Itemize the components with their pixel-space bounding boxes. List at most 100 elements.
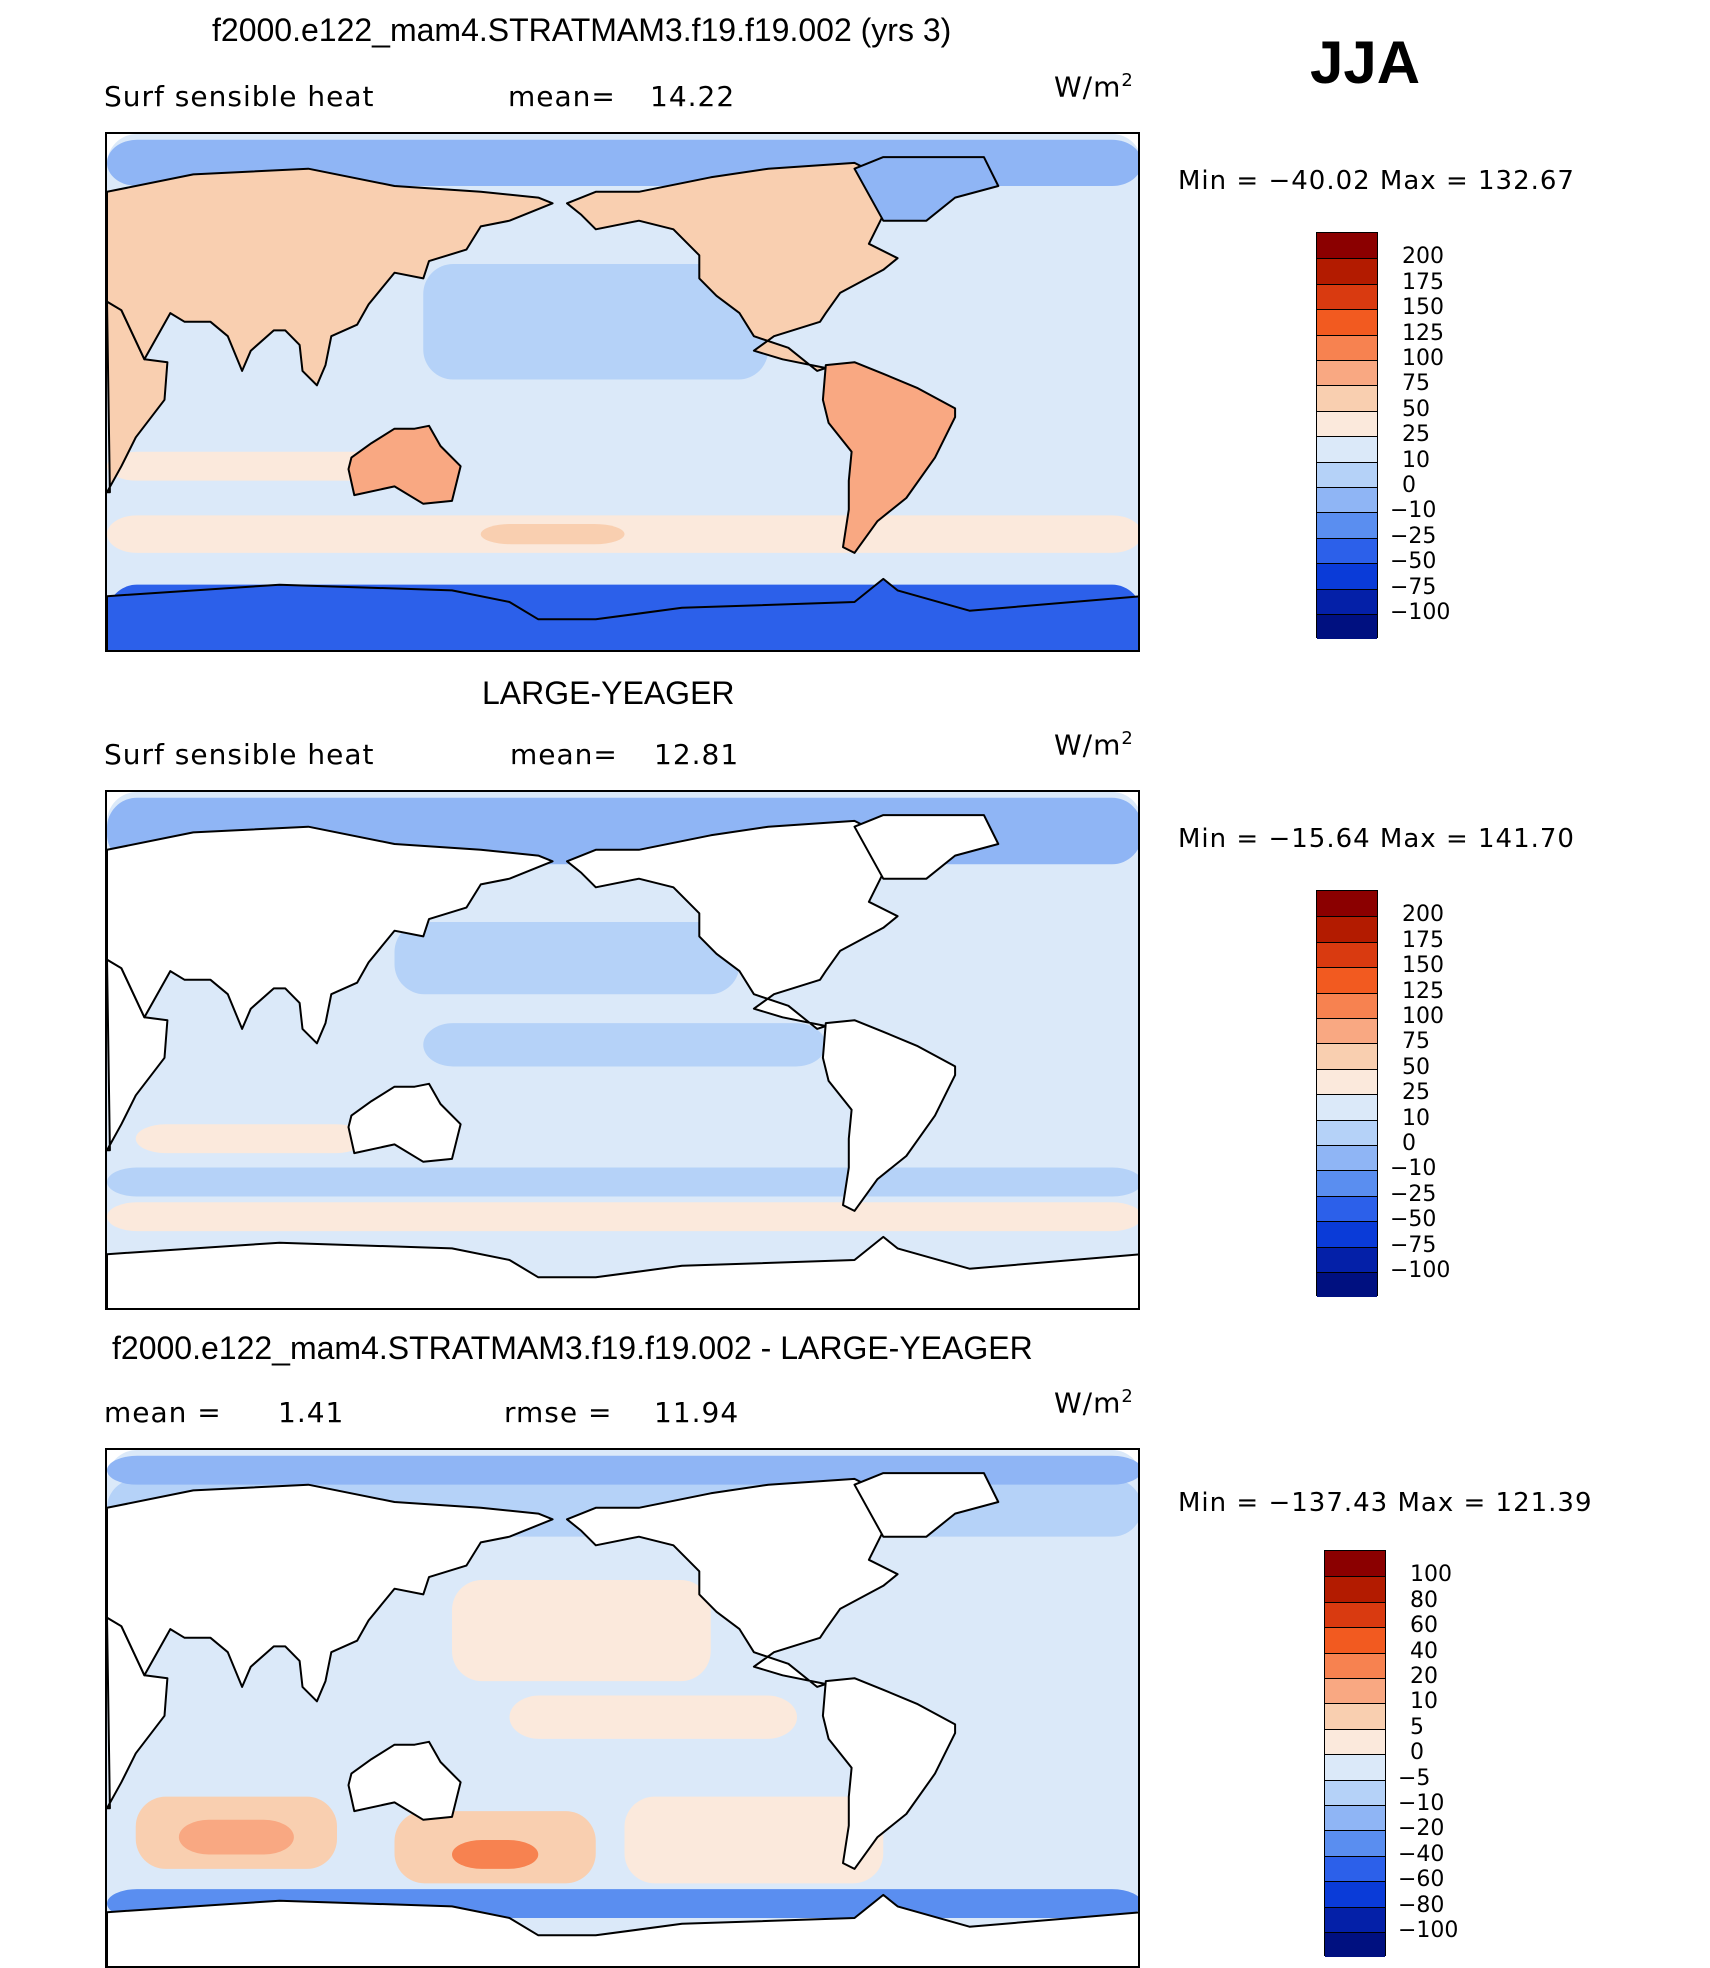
contour-band — [107, 1202, 1138, 1232]
coastline-southAmerica — [821, 361, 957, 554]
coastline-australia — [347, 424, 462, 505]
colorbar-tick-label: 200 — [1402, 244, 1444, 270]
panel-3-minmax: Min = −137.43 Max = 121.39 — [1178, 1488, 1593, 1518]
contour-band — [178, 1819, 294, 1855]
colorbar-tick-label: −50 — [1390, 549, 1437, 575]
panel-2-map — [105, 790, 1140, 1310]
colorbar-segment — [1325, 1805, 1385, 1831]
panel-2-mean-label: mean= — [510, 738, 618, 771]
colorbar-segment — [1317, 258, 1377, 284]
colorbar-tick-label: −100 — [1390, 1258, 1451, 1283]
colorbar-tick-label: 0 — [1402, 1131, 1416, 1156]
panel-1-variable-label: Surf sensible heat — [104, 80, 375, 113]
panel-1-colorbar: 200 175 150 125 100 75 50 25 10 0 −10 −25 −50 −75 −100 — [1316, 232, 1616, 642]
colorbar-segment — [1317, 1195, 1377, 1222]
colorbar-segment — [1317, 360, 1377, 386]
colorbar-tick-label: 10 — [1402, 447, 1430, 473]
coastline-greenland — [853, 1472, 1000, 1538]
colorbar-tick-label: −40 — [1398, 1841, 1445, 1867]
colorbar-segment — [1317, 588, 1377, 614]
colorbar-segment — [1325, 1576, 1385, 1602]
colorbar-segment — [1325, 1627, 1385, 1653]
contour-band — [480, 524, 625, 545]
colorbar-tick-label: 100 — [1410, 1562, 1452, 1588]
coastline-northAmerica — [566, 161, 899, 372]
contour-band — [452, 1840, 539, 1869]
colorbar-tick-label: 100 — [1402, 1004, 1444, 1029]
colorbar-segment — [1317, 512, 1377, 538]
colorbar-segment — [1325, 1728, 1385, 1755]
panel-2-units: W/m2 — [1054, 728, 1134, 762]
colorbar-segment — [1317, 1043, 1377, 1069]
colorbar-segment — [1317, 385, 1377, 411]
coastline-antarctica — [107, 1235, 1138, 1308]
colorbar-segment — [1325, 1652, 1385, 1678]
colorbar-tick-label: 75 — [1402, 1029, 1430, 1055]
colorbar-tick-label: −5 — [1398, 1765, 1431, 1791]
colorbar-tick-label: −25 — [1390, 523, 1437, 549]
coastline-asiaEurope — [107, 1483, 554, 1703]
colorbar-tick-label: 0 — [1410, 1740, 1424, 1766]
panel-2-minmax: Min = −15.64 Max = 141.70 — [1178, 824, 1575, 854]
panel-1-mean-label: mean= — [508, 80, 616, 113]
colorbar-tick-label: 150 — [1402, 953, 1444, 979]
colorbar-tick-label: −50 — [1390, 1207, 1437, 1233]
colorbar-segment — [1325, 1703, 1385, 1729]
colorbar-segment — [1317, 487, 1377, 513]
colorbar-segment — [1317, 537, 1377, 564]
colorbar-segment — [1325, 1906, 1385, 1932]
coastline-antarctica — [107, 577, 1138, 650]
colorbar-segment — [1317, 614, 1377, 640]
colorbar-tick-label: −80 — [1398, 1892, 1445, 1918]
colorbar-tick-label: 20 — [1410, 1664, 1438, 1689]
colorbar-segment — [1317, 1018, 1377, 1044]
panel-3-colorbar: 100 80 60 40 20 10 5 0 −5 −10 −20 −40 −60 −80 −100 — [1324, 1550, 1624, 1960]
colorbar-segment — [1317, 436, 1377, 462]
panel-2-mean-value: 12.81 — [654, 738, 740, 771]
colorbar-segment — [1317, 891, 1377, 917]
panel-3-rmse-value: 11.94 — [654, 1396, 740, 1429]
colorbar-tick-label: −100 — [1390, 600, 1451, 625]
colorbar-segment — [1317, 1246, 1377, 1272]
colorbar-tick-label: −75 — [1390, 574, 1437, 600]
colorbar-tick-label: 5 — [1410, 1714, 1424, 1740]
map-svg — [107, 792, 1138, 1308]
coastline-australia — [347, 1082, 462, 1163]
colorbar-tick-label: 125 — [1402, 320, 1444, 346]
contour-band — [423, 1023, 826, 1067]
panel-3-mean-value: 1.41 — [278, 1396, 345, 1429]
colorbar-tick-label: 80 — [1410, 1587, 1438, 1613]
panel-3-map — [105, 1448, 1140, 1968]
colorbar-tick-label: 150 — [1402, 295, 1444, 321]
colorbar-tick-label: 10 — [1402, 1105, 1430, 1131]
colorbar-tick-label: −25 — [1390, 1181, 1437, 1207]
coastline-northAmerica — [566, 819, 899, 1030]
panel-2-title: LARGE-YEAGER — [482, 675, 735, 711]
panel-1-map — [105, 132, 1140, 652]
colorbar-box — [1324, 1550, 1386, 1958]
colorbar-segment — [1325, 1779, 1385, 1805]
colorbar-segment — [1317, 563, 1377, 589]
colorbar-tick-label: −10 — [1390, 498, 1437, 524]
season-label: JJA — [1310, 29, 1421, 96]
colorbar-segment — [1317, 410, 1377, 437]
contour-band — [107, 451, 395, 481]
contour-band — [423, 264, 769, 380]
colorbar-tick-label: 0 — [1402, 473, 1416, 498]
colorbar-tick-label: 75 — [1402, 371, 1430, 397]
colorbar-segment — [1317, 1145, 1377, 1171]
colorbar-segment — [1325, 1754, 1385, 1780]
coastline-southAmerica — [821, 1019, 957, 1212]
colorbar-segment — [1317, 967, 1377, 993]
panel-1-mean-value: 14.22 — [650, 80, 736, 113]
contour-band — [509, 1695, 797, 1739]
colorbar-segment — [1317, 992, 1377, 1018]
colorbar-segment — [1317, 334, 1377, 360]
colorbar-segment — [1325, 1678, 1385, 1704]
colorbar-segment — [1325, 1601, 1385, 1628]
colorbar-segment — [1317, 1068, 1377, 1095]
panel-3-mean-label: mean = — [104, 1396, 222, 1429]
colorbar-tick-label: 50 — [1402, 396, 1430, 422]
colorbar-segment — [1325, 1830, 1385, 1856]
